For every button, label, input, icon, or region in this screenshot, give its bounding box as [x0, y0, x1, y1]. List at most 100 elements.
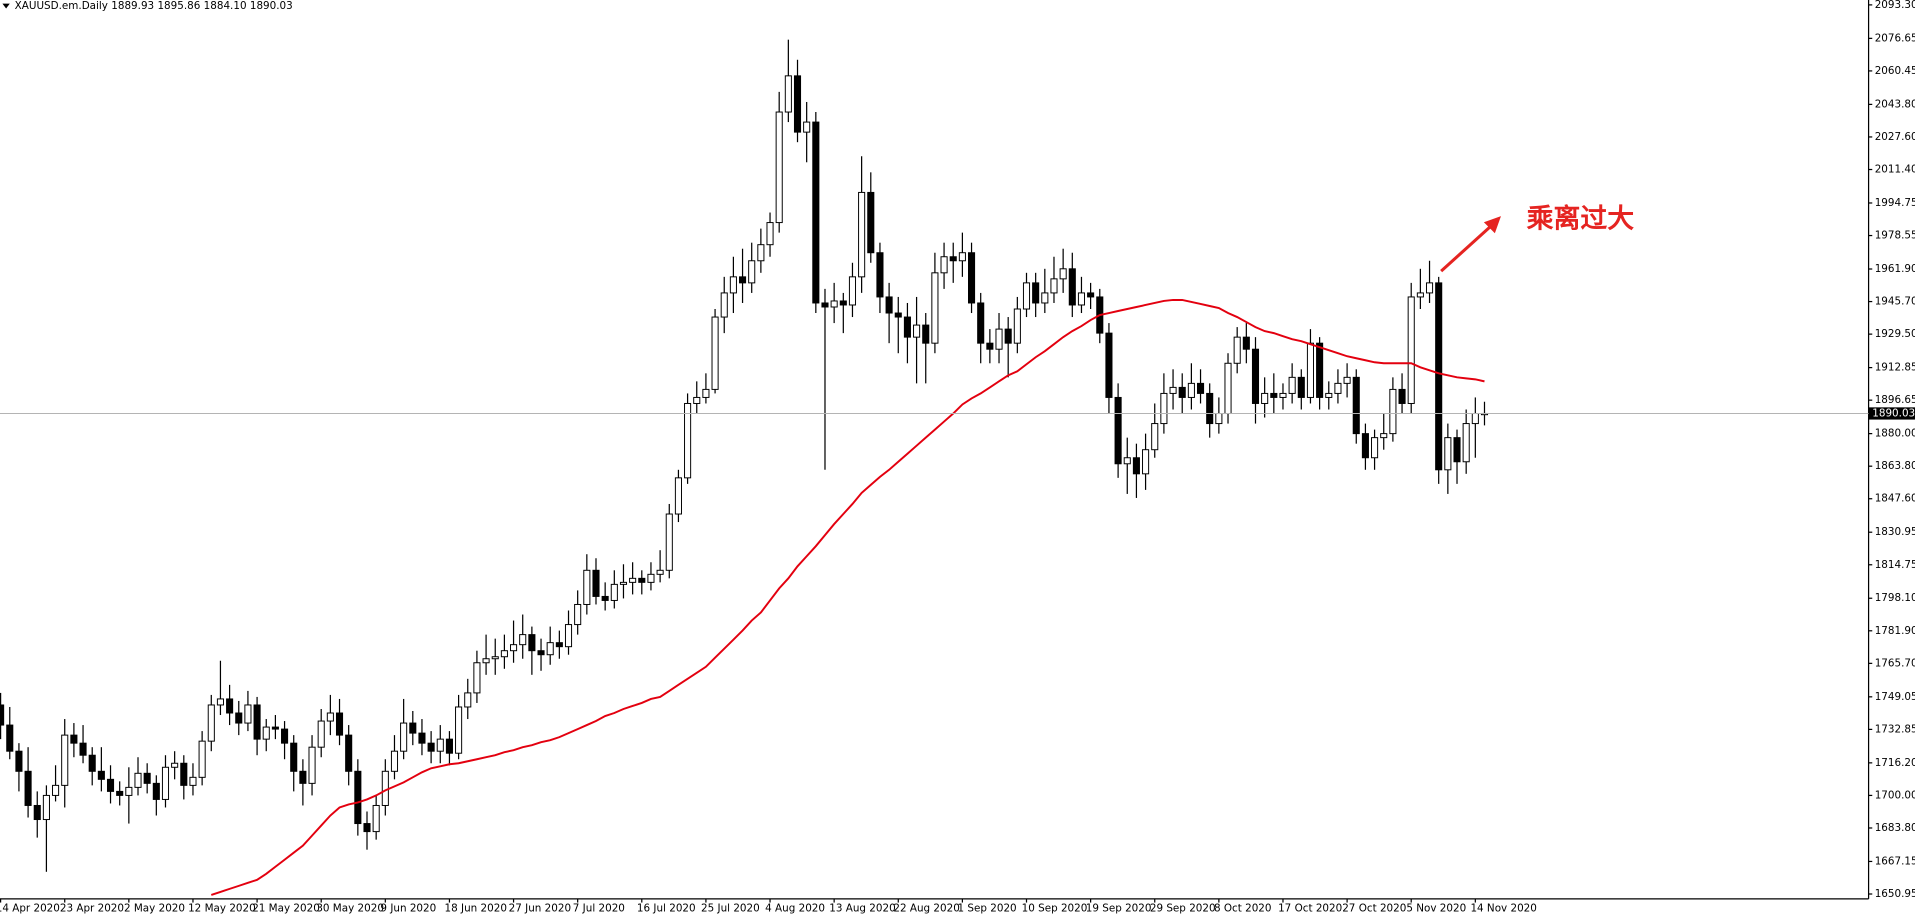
candle-body	[1389, 388, 1397, 435]
candle-body	[748, 260, 756, 284]
candle-body	[1123, 457, 1131, 465]
candle-body	[1316, 342, 1324, 398]
candle-body	[1425, 282, 1434, 294]
candle-body	[70, 734, 78, 744]
candle-body	[1306, 342, 1314, 398]
candle-body	[1251, 348, 1260, 404]
candle-body	[1242, 336, 1250, 350]
candle-body	[372, 804, 380, 833]
candle-body	[793, 75, 802, 133]
x-tick-label: 2 May 2020	[124, 903, 185, 915]
candle-body	[812, 121, 820, 304]
candle-body	[79, 742, 87, 756]
candle-body	[216, 698, 224, 706]
candle-body	[1453, 437, 1461, 463]
candle-body	[1325, 392, 1333, 398]
candle-body	[1169, 386, 1177, 394]
y-tick-label: 1814.75	[1875, 559, 1915, 571]
x-tick-label: 29 Sep 2020	[1150, 903, 1216, 915]
candle-body	[1334, 382, 1342, 394]
candle-body	[913, 324, 921, 338]
x-tick-label: 8 Oct 2020	[1214, 903, 1272, 915]
candle-body	[1059, 268, 1067, 280]
y-tick-label: 2076.65	[1875, 32, 1915, 44]
chart-title: XAUUSD.em.Daily 1889.93 1895.86 1884.10 …	[15, 0, 293, 12]
y-tick-label: 1830.95	[1875, 526, 1915, 538]
candle-body	[427, 742, 435, 752]
candle-body	[290, 742, 298, 772]
y-tick-label: 1945.70	[1875, 296, 1915, 308]
candle-body	[198, 740, 206, 778]
candle-body	[1041, 292, 1049, 304]
candle-body	[1279, 392, 1287, 398]
candle-body	[702, 388, 710, 398]
candle-body	[299, 770, 307, 784]
x-tick-label: 7 Jul 2020	[573, 903, 625, 915]
candle-body	[1206, 392, 1214, 425]
candle-body	[1416, 292, 1424, 298]
candle-body	[803, 121, 811, 133]
y-tick-label: 1732.85	[1875, 723, 1915, 735]
moving-average	[210, 298, 1485, 896]
x-tick-label: 27 Oct 2020	[1342, 903, 1406, 915]
candle-body	[977, 302, 985, 344]
candle-body	[1004, 328, 1012, 344]
candle-body	[1288, 376, 1296, 394]
candle-body	[52, 784, 60, 796]
candle-body	[665, 513, 673, 571]
candle-body	[830, 300, 838, 308]
candle-body	[1471, 413, 1479, 425]
candle-body	[1077, 292, 1086, 306]
candle-body	[363, 823, 371, 833]
candle-body	[583, 569, 591, 605]
candle-body	[729, 276, 737, 294]
candle-body	[1371, 437, 1379, 459]
candle-body	[647, 573, 655, 583]
candle-body	[903, 316, 911, 338]
candle-body	[24, 770, 32, 806]
candle-body	[42, 794, 50, 821]
candle-body	[1407, 296, 1415, 404]
candle-body	[720, 292, 728, 318]
candle-body	[1352, 376, 1360, 435]
candle-body	[500, 650, 508, 658]
candle-body	[940, 256, 948, 274]
x-tick-label: 21 May 2020	[252, 903, 320, 915]
candle-body	[684, 402, 692, 479]
y-tick-label: 1683.80	[1875, 822, 1915, 834]
candle-body	[537, 650, 545, 656]
candle-body	[171, 762, 179, 768]
candle-body	[629, 577, 637, 583]
y-tick-label: 1749.05	[1875, 691, 1915, 703]
candle-body	[33, 804, 41, 821]
candle-body	[1087, 292, 1095, 298]
candle-body	[766, 222, 774, 246]
candle-body	[1215, 413, 1223, 425]
candle-body	[88, 754, 96, 772]
candle-body	[610, 583, 618, 601]
candle-body	[354, 770, 362, 825]
y-tick-label: 1912.85	[1875, 362, 1915, 374]
candle-body	[61, 734, 69, 786]
x-tick-label: 9 Jun 2020	[380, 903, 436, 915]
x-tick-label: 16 Jul 2020	[637, 903, 696, 915]
x-tick-label: 30 May 2020	[316, 903, 384, 915]
x-tick-label: 27 Jun 2020	[509, 903, 571, 915]
candle-body	[381, 770, 389, 806]
candle-body	[1187, 382, 1195, 398]
candle-body	[519, 634, 527, 646]
candle-body	[839, 300, 847, 306]
candle-body	[564, 624, 573, 648]
annotation-arrow	[1440, 223, 1494, 273]
candle-body	[995, 328, 1003, 350]
candle-body	[6, 724, 14, 752]
candle-body	[143, 772, 151, 784]
candle-body	[638, 577, 646, 583]
candle-body	[555, 642, 563, 648]
annotation-arrowhead	[1483, 216, 1501, 234]
x-tick-label: 4 Aug 2020	[765, 903, 825, 915]
candle-body	[464, 692, 472, 708]
x-tick-label: 12 May 2020	[188, 903, 256, 915]
y-tick-label: 1667.15	[1875, 855, 1915, 867]
